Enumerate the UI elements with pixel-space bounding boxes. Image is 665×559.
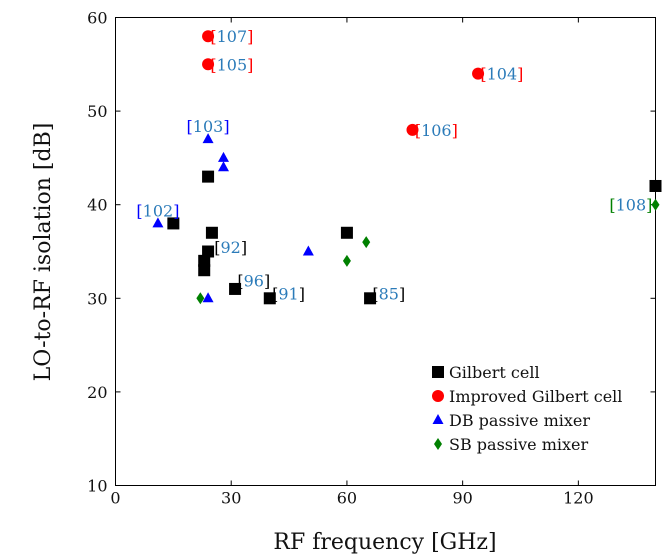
db-passive-mixer-point (202, 133, 214, 144)
reference-label: [103] (187, 117, 230, 136)
legend-gilbert-cell-label: Gilbert cell (449, 363, 540, 382)
gilbert-cell-point (202, 170, 215, 183)
legend-db-passive-mixer-marker (432, 414, 444, 424)
legend-sb-passive-mixer-marker (434, 438, 442, 450)
legend: Gilbert cell Improved Gilbert cell DB pass… (432, 363, 622, 454)
sb-passive-mixer-point (651, 198, 660, 211)
sb-passive-mixer-point (362, 236, 371, 249)
y-tick-label: 30 (87, 289, 107, 308)
x-axis-label: RF frequency [GHz] (273, 530, 496, 555)
y-axis-label: LO-to-RF isolation [dB] (31, 123, 56, 382)
plot-frame (115, 17, 656, 486)
gilbert-cell-point (649, 179, 662, 192)
db-passive-mixer-point (218, 161, 229, 172)
data-markers (152, 30, 662, 305)
reference-label: [107] (210, 27, 253, 46)
x-tick-label: 120 (563, 489, 594, 508)
y-tick-label: 60 (87, 9, 107, 28)
reference-label: [102] (136, 201, 179, 220)
reference-labels: [107] [105] [104] [106] [103] [102] [92] [96][9… (136, 27, 652, 303)
tick-labels: 0 30 60 90 120 10 20 30 40 50 60 (87, 9, 593, 508)
reference-label: [85] (372, 285, 405, 304)
db-passive-mixer-point (218, 151, 229, 162)
gilbert-cell-point (229, 282, 242, 295)
reference-label: [108] (609, 196, 652, 215)
gilbert-cell-point (364, 292, 377, 305)
reference-label: [105] (210, 55, 253, 74)
improved-gilbert-cell-point (202, 30, 215, 43)
y-tick-label: 40 (87, 196, 107, 215)
y-tick-label: 20 (87, 383, 107, 402)
improved-gilbert-cell-point (202, 58, 215, 71)
x-tick-label: 30 (221, 489, 241, 508)
sb-passive-mixer-point (342, 254, 351, 267)
x-tick-label: 90 (452, 489, 472, 508)
x-tick-label: 60 (337, 489, 357, 508)
legend-sb-passive-mixer-label: SB passive mixer (449, 435, 589, 454)
gilbert-cell-point (202, 245, 215, 258)
legend-improved-gilbert-cell-label: Improved Gilbert cell (449, 387, 622, 406)
legend-db-passive-mixer-label: DB passive mixer (449, 411, 590, 430)
legend-improved-gilbert-cell-marker (432, 390, 444, 402)
gilbert-cell-point (340, 226, 353, 239)
reference-label: [96] (237, 272, 270, 291)
improved-gilbert-cell-point (472, 67, 485, 80)
reference-label: [91] (272, 285, 305, 304)
db-passive-mixer-point (302, 245, 314, 256)
reference-label: [106] (415, 121, 458, 140)
reference-label: [92] (214, 238, 247, 257)
gilbert-cell-point (205, 226, 218, 239)
gilbert-cell-point (198, 254, 211, 267)
db-passive-mixer-point (202, 292, 214, 303)
gilbert-cell-point (167, 217, 180, 230)
improved-gilbert-cell-point (406, 123, 419, 136)
legend-gilbert-cell-marker (432, 366, 444, 378)
gilbert-cell-point (263, 292, 276, 305)
db-passive-mixer-point (152, 217, 164, 228)
gilbert-cell-point (198, 264, 211, 277)
reference-label: [104] (480, 65, 523, 84)
x-tick-label: 0 (110, 489, 120, 508)
sb-passive-mixer-point (196, 292, 205, 305)
y-tick-label: 50 (87, 102, 107, 121)
y-tick-label: 10 (87, 477, 107, 496)
